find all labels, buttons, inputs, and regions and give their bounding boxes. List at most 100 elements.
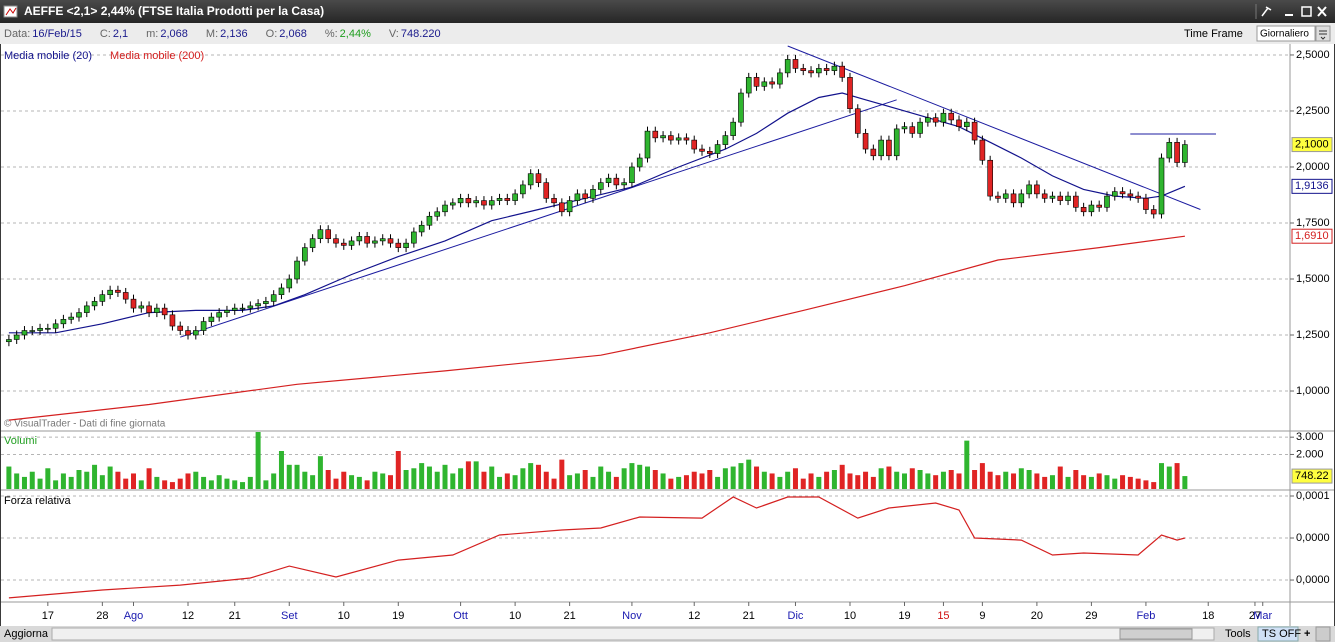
- volume-bar: [497, 476, 503, 489]
- candle-body: [800, 68, 807, 71]
- candle-body: [901, 126, 908, 130]
- candle-body: [1026, 184, 1032, 195]
- candle-body: [208, 316, 215, 322]
- candle-body: [948, 112, 955, 121]
- add-button[interactable]: +: [1304, 628, 1310, 640]
- candle-body: [792, 59, 799, 69]
- y-tick-label: 2,5000: [1296, 49, 1330, 61]
- candle-body: [403, 242, 409, 248]
- candle-body: [1158, 157, 1165, 215]
- volume-bar: [107, 466, 113, 489]
- candle-body: [442, 204, 448, 213]
- candle-body: [481, 200, 487, 206]
- candle-body: [333, 238, 339, 244]
- menu-button[interactable]: [1315, 626, 1331, 642]
- candle-body: [582, 193, 588, 199]
- volume-bar: [1042, 476, 1048, 489]
- candle-body: [247, 305, 254, 309]
- volume-bar: [559, 459, 565, 489]
- candle-body: [987, 159, 993, 197]
- volume-bar: [590, 476, 596, 489]
- volume-bar: [1026, 470, 1032, 489]
- volume-bar: [940, 471, 946, 489]
- refresh-button[interactable]: Aggiorna: [4, 628, 49, 640]
- candle-body: [722, 135, 729, 145]
- info-value: 748.220: [401, 28, 441, 40]
- candle-body: [426, 215, 433, 226]
- volume-bar: [574, 473, 580, 489]
- candle-body: [886, 139, 892, 157]
- x-tick-label: Ago: [124, 610, 144, 622]
- volume-bar: [902, 473, 907, 489]
- info-label: O:: [266, 28, 278, 40]
- candle-body: [411, 231, 417, 244]
- volume-bar: [247, 476, 253, 489]
- volume-bar: [504, 473, 510, 489]
- candle-body: [294, 260, 300, 280]
- candle-body: [769, 81, 775, 85]
- time-frame-select[interactable]: [1256, 25, 1316, 42]
- info-value: 2,44%: [340, 28, 371, 40]
- pin-button[interactable]: [1261, 6, 1272, 17]
- volume-bar: [1081, 475, 1087, 489]
- x-tick-label: Ott: [453, 610, 468, 622]
- candle-body: [224, 310, 230, 313]
- candle-body: [434, 211, 441, 217]
- candle-body: [348, 240, 355, 246]
- volume-bar: [800, 478, 806, 489]
- volume-bar: [92, 464, 98, 489]
- relative-strength-line: [8, 496, 1186, 599]
- candle-body: [13, 334, 20, 340]
- candle-body: [964, 121, 970, 127]
- maximize-button[interactable]: [1301, 6, 1312, 17]
- volume-bar: [792, 468, 798, 489]
- close-button[interactable]: [1317, 6, 1327, 17]
- candle-body: [270, 294, 277, 302]
- candle-body: [60, 319, 67, 325]
- volume-bar: [115, 471, 121, 489]
- candle-body: [745, 77, 752, 94]
- candle-body: [621, 182, 627, 186]
- x-tick-label: 10: [844, 610, 856, 622]
- candle-body: [971, 121, 978, 141]
- title-bar: [0, 0, 1335, 23]
- volume-bar: [1018, 468, 1024, 489]
- candle-body: [847, 77, 853, 110]
- volume-bar: [341, 471, 347, 489]
- ts-button[interactable]: [1257, 626, 1299, 642]
- candle-body: [52, 323, 59, 329]
- info-label: V:: [389, 28, 399, 40]
- candle-body: [932, 117, 939, 123]
- time-frame-label: Time Frame: [1184, 28, 1243, 40]
- info-label: M:: [206, 28, 218, 40]
- scroll-thumb[interactable]: [1119, 628, 1193, 640]
- candle-body: [854, 108, 861, 134]
- volume-bar: [964, 440, 970, 489]
- volume-bar: [146, 468, 152, 489]
- candle-body: [551, 198, 557, 204]
- x-tick-label: 10: [509, 610, 521, 622]
- volume-bar: [621, 468, 627, 489]
- ts-label: TS OFF: [1262, 628, 1301, 640]
- volume-bar: [707, 470, 713, 489]
- moving-average: [8, 235, 1185, 421]
- volume-bar: [847, 473, 853, 489]
- scrollbar[interactable]: [51, 627, 1215, 641]
- candle-body: [1150, 209, 1157, 215]
- x-tick-label: 19: [392, 610, 404, 622]
- candle-body: [154, 307, 160, 313]
- tools-button[interactable]: Tools: [1225, 628, 1251, 640]
- volume-bar: [1057, 466, 1063, 489]
- volume-bar: [606, 471, 612, 489]
- candle-body: [83, 305, 90, 313]
- candle-body: [1010, 193, 1017, 204]
- volume-bar: [333, 478, 339, 489]
- volume-bar: [29, 471, 35, 489]
- candle-body: [1034, 184, 1040, 195]
- trendline: [787, 45, 1201, 210]
- volume-bar: [426, 466, 432, 489]
- volume-bar: [567, 475, 573, 489]
- volume-bar: [660, 473, 666, 489]
- candle-body: [683, 137, 690, 141]
